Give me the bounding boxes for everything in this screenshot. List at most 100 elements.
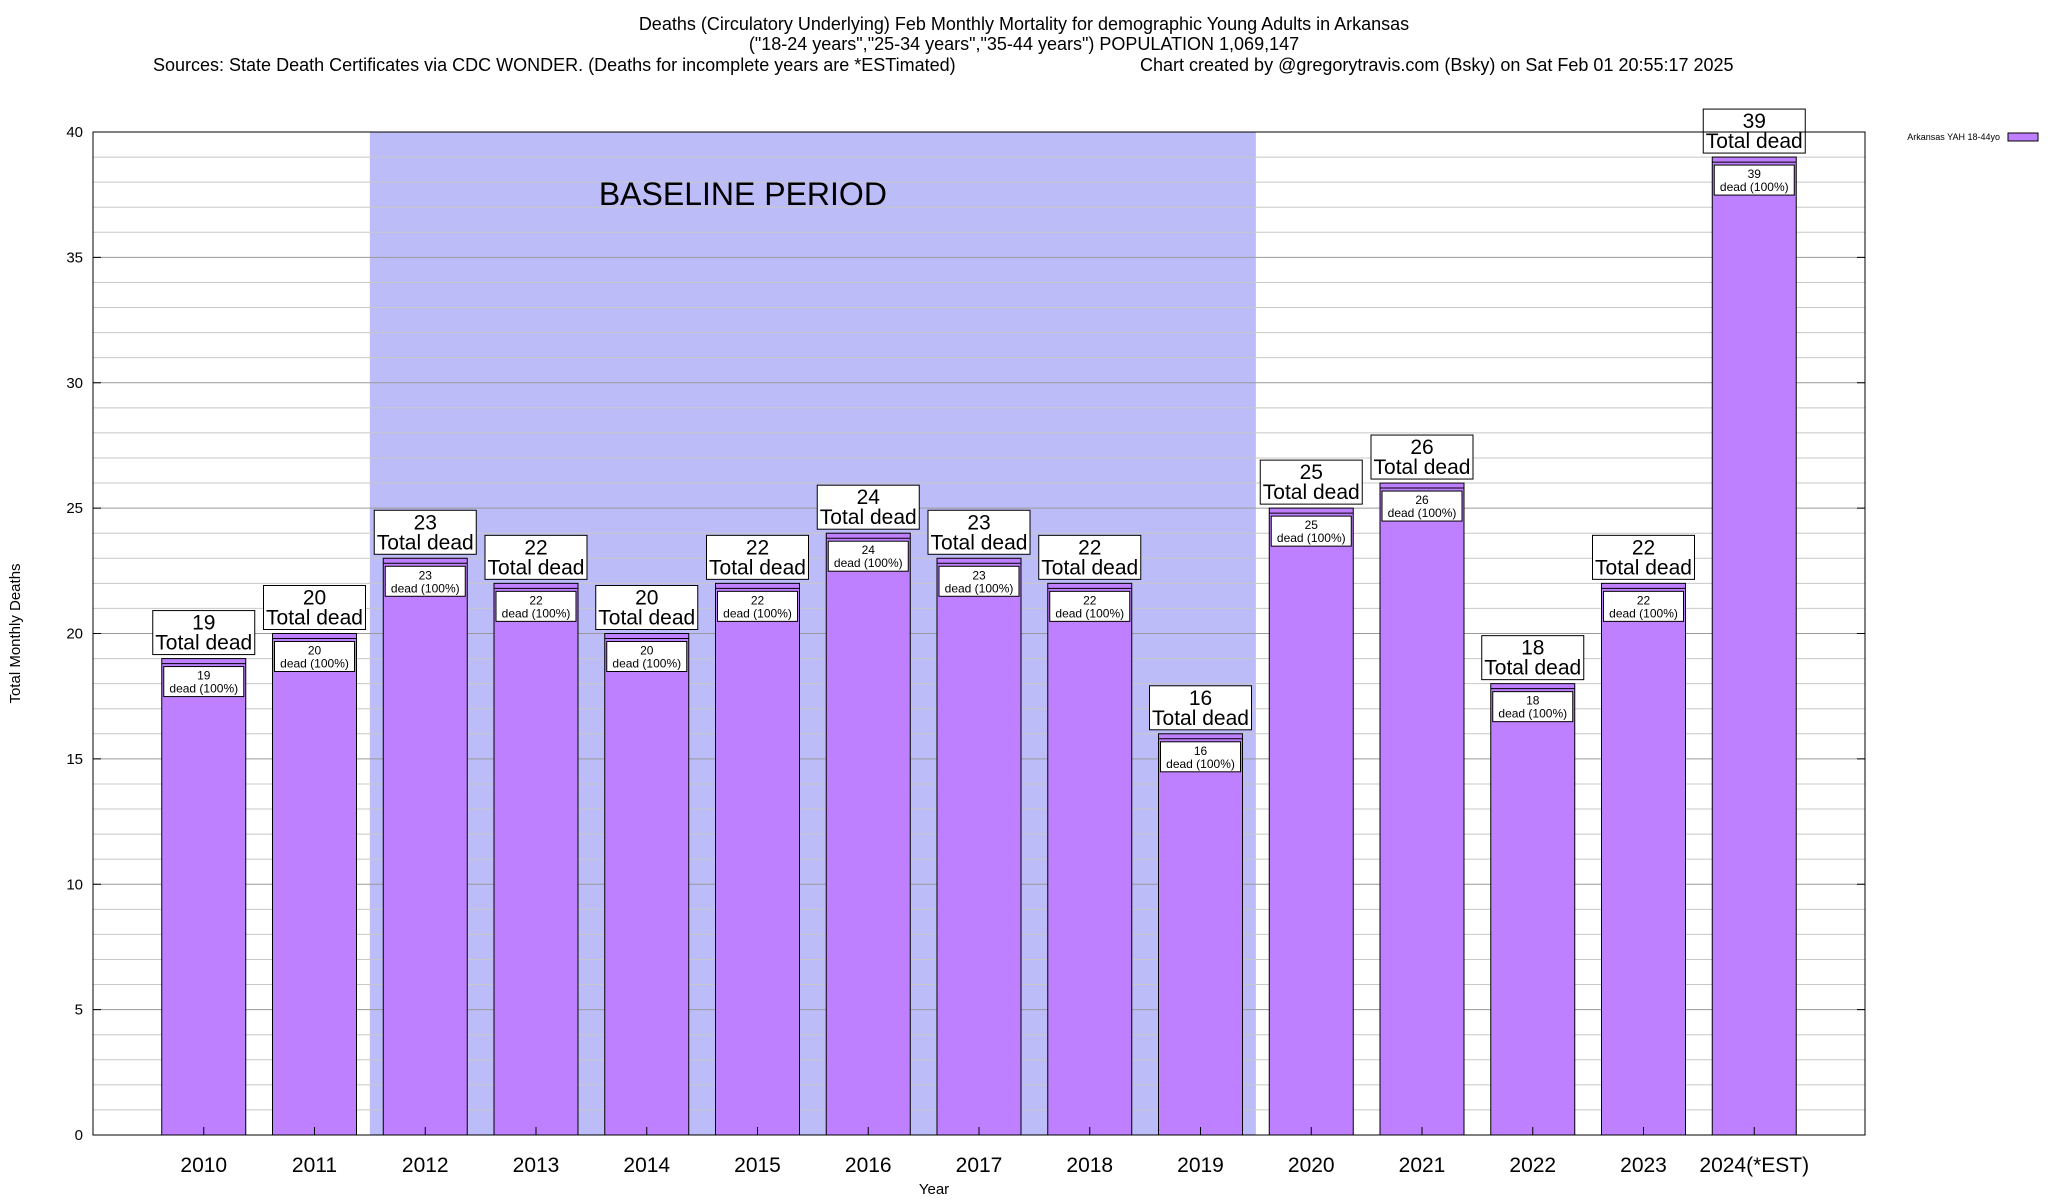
total-label-value: 39 [1743, 110, 1766, 133]
x-tick-label: 2021 [1399, 1154, 1446, 1177]
total-label-text: Total dead [488, 556, 585, 579]
total-label-value: 24 [857, 486, 881, 509]
inner-label-value: 24 [862, 543, 876, 557]
x-tick-label: 2023 [1620, 1154, 1667, 1177]
total-label-box [263, 585, 366, 630]
total-label-text: Total dead [1263, 481, 1360, 504]
total-label-box [1702, 108, 1806, 154]
sources-text: Sources: State Death Certificates via CD… [153, 55, 956, 75]
total-label-text: Total dead [266, 607, 363, 630]
total-label-text: Total dead [155, 632, 252, 655]
x-tick-label: 2017 [956, 1154, 1003, 1177]
inner-label-percent: dead (100%) [280, 657, 349, 671]
bar [715, 582, 800, 1136]
bar [1268, 507, 1354, 1136]
inner-label-percent: dead (100%) [945, 581, 1014, 595]
inner-label-box [274, 641, 355, 672]
y-tick-label: 0 [75, 1127, 83, 1144]
inner-label-percent: dead (100%) [1498, 707, 1567, 721]
inner-label-percent: dead (100%) [1277, 531, 1346, 545]
inner-label-percent: dead (100%) [1055, 606, 1124, 620]
total-label-text: Total dead [1374, 456, 1471, 479]
total-label-box [1481, 635, 1585, 681]
bars [161, 156, 1797, 1136]
total-label-box [1149, 685, 1252, 731]
chart-title: Deaths (Circulatory Underlying) Feb Mont… [153, 14, 1734, 75]
bar [1711, 156, 1797, 1136]
y-tick-label: 15 [66, 751, 83, 768]
inner-label-percent: dead (100%) [834, 556, 903, 570]
bar [1601, 582, 1686, 1136]
inner-label-percent: dead (100%) [169, 682, 238, 696]
total-label-text: Total dead [1484, 657, 1581, 680]
inner-label-value: 18 [1526, 694, 1540, 708]
inner-label-value: 26 [1415, 493, 1429, 507]
total-label-value: 22 [1078, 536, 1101, 559]
total-label-value: 26 [1410, 436, 1433, 459]
title-line-2: ("18-24 years","25-34 years","35-44 year… [749, 34, 1299, 54]
x-tick-label: 2020 [1288, 1154, 1335, 1177]
y-axis-label: Total Monthly Deaths [7, 563, 24, 703]
x-tick-label: 2024(*EST) [1699, 1154, 1809, 1177]
total-label-value: 23 [414, 511, 437, 534]
x-tick-label: 2010 [180, 1154, 227, 1177]
legend: Arkansas YAH 18-44yo [1907, 132, 2039, 142]
bar [604, 633, 690, 1136]
total-label-box [152, 610, 256, 656]
total-label-value: 22 [746, 536, 769, 559]
inner-label-value: 25 [1305, 518, 1319, 532]
bar [825, 532, 911, 1136]
inner-label-value: 22 [751, 593, 765, 607]
total-label-box [816, 484, 920, 530]
inner-label-value: 22 [529, 593, 543, 607]
y-tick-label: 5 [75, 1002, 83, 1019]
total-label-box [595, 585, 699, 630]
total-label-text: Total dead [931, 531, 1028, 554]
inner-label-box [384, 565, 466, 597]
y-tick-label: 20 [66, 626, 83, 643]
inner-label-box [1381, 490, 1463, 522]
inner-label-percent: dead (100%) [502, 606, 571, 620]
total-label-text: Total dead [1041, 556, 1138, 579]
total-label-box [484, 534, 588, 580]
inner-label-box [938, 565, 1020, 597]
inner-label-percent: dead (100%) [1166, 757, 1235, 771]
inner-label-percent: dead (100%) [1388, 506, 1457, 520]
bar [936, 557, 1022, 1136]
total-label-box [1259, 459, 1363, 505]
inner-label-box [163, 666, 245, 698]
bar [1379, 482, 1465, 1136]
total-label-value: 25 [1300, 461, 1323, 484]
total-label-box [927, 509, 1031, 555]
total-label-text: Total dead [1595, 556, 1692, 579]
total-label-box [1038, 534, 1142, 580]
total-label-value: 22 [524, 536, 547, 559]
total-label-box [373, 509, 477, 555]
total-label-value: 16 [1189, 687, 1212, 710]
bar [382, 557, 468, 1136]
total-label-value: 22 [1632, 536, 1655, 559]
total-label-value: 20 [303, 587, 326, 610]
baseline-period-label: BASELINE PERIOD [599, 176, 887, 212]
bar [1047, 582, 1133, 1136]
inner-label-percent: dead (100%) [1720, 180, 1789, 194]
